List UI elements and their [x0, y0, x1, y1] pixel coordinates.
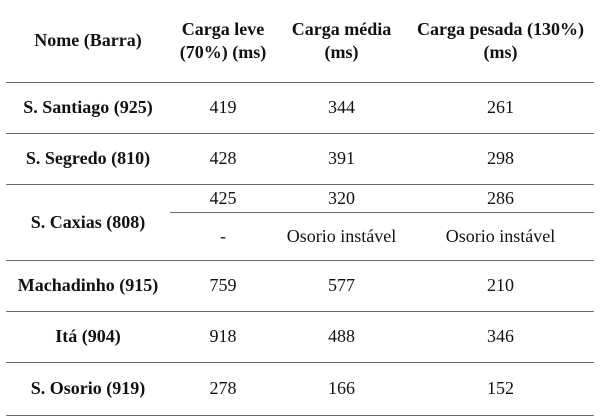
heavy-load-value: Osorio instável [407, 212, 594, 261]
table-body: S. Santiago (925) 419 344 261 S. Segredo… [6, 82, 594, 416]
header-medium-load: Carga média (ms) [276, 0, 407, 83]
medium-load-value: 577 [276, 260, 407, 312]
heavy-load-value: 261 [407, 82, 594, 134]
bus-name: Machadinho (915) [6, 260, 170, 312]
light-load-value: 918 [170, 311, 276, 363]
header-light-load: Carga leve (70%) (ms) [170, 0, 276, 83]
heavy-load-value: 152 [407, 362, 594, 416]
light-load-value: 759 [170, 260, 276, 312]
header-name: Nome (Barra) [6, 0, 170, 83]
table-row: S. Segredo (810) 428 391 298 [6, 133, 594, 185]
medium-load-value: 344 [276, 82, 407, 134]
table-row: S. Caxias (808) 425 320 286 [6, 184, 594, 261]
medium-load-value: 488 [276, 311, 407, 363]
bus-name: S. Osorio (919) [6, 362, 170, 416]
light-load-value: 425 [170, 184, 276, 213]
table-row: - Osorio instável Osorio instável [6, 212, 594, 261]
header-heavy-load: Carga pesada (130%) (ms) [407, 0, 594, 83]
clearing-time-table: Nome (Barra) Carga leve (70%) (ms) Carga… [6, 0, 594, 416]
light-load-value: 419 [170, 82, 276, 134]
bus-name: Itá (904) [6, 311, 170, 363]
medium-load-value: Osorio instável [276, 212, 407, 261]
heavy-load-value: 298 [407, 133, 594, 185]
light-load-value: 428 [170, 133, 276, 185]
bus-name: S. Caxias (808) [6, 184, 170, 261]
heavy-load-value: 286 [407, 184, 594, 213]
table-row: S. Osorio (919) 278 166 152 [6, 362, 594, 416]
heavy-load-value: 210 [407, 260, 594, 312]
bus-name: S. Segredo (810) [6, 133, 170, 185]
light-load-value: - [170, 212, 276, 261]
header-row: Nome (Barra) Carga leve (70%) (ms) Carga… [6, 0, 594, 83]
heavy-load-value: 346 [407, 311, 594, 363]
table-row: S. Santiago (925) 419 344 261 [6, 82, 594, 134]
light-load-value: 278 [170, 362, 276, 416]
table-row: Machadinho (915) 759 577 210 [6, 260, 594, 312]
table-row: Itá (904) 918 488 346 [6, 311, 594, 363]
medium-load-value: 166 [276, 362, 407, 416]
medium-load-value: 320 [276, 184, 407, 213]
medium-load-value: 391 [276, 133, 407, 185]
bus-name: S. Santiago (925) [6, 82, 170, 134]
table-header: Nome (Barra) Carga leve (70%) (ms) Carga… [6, 0, 594, 83]
